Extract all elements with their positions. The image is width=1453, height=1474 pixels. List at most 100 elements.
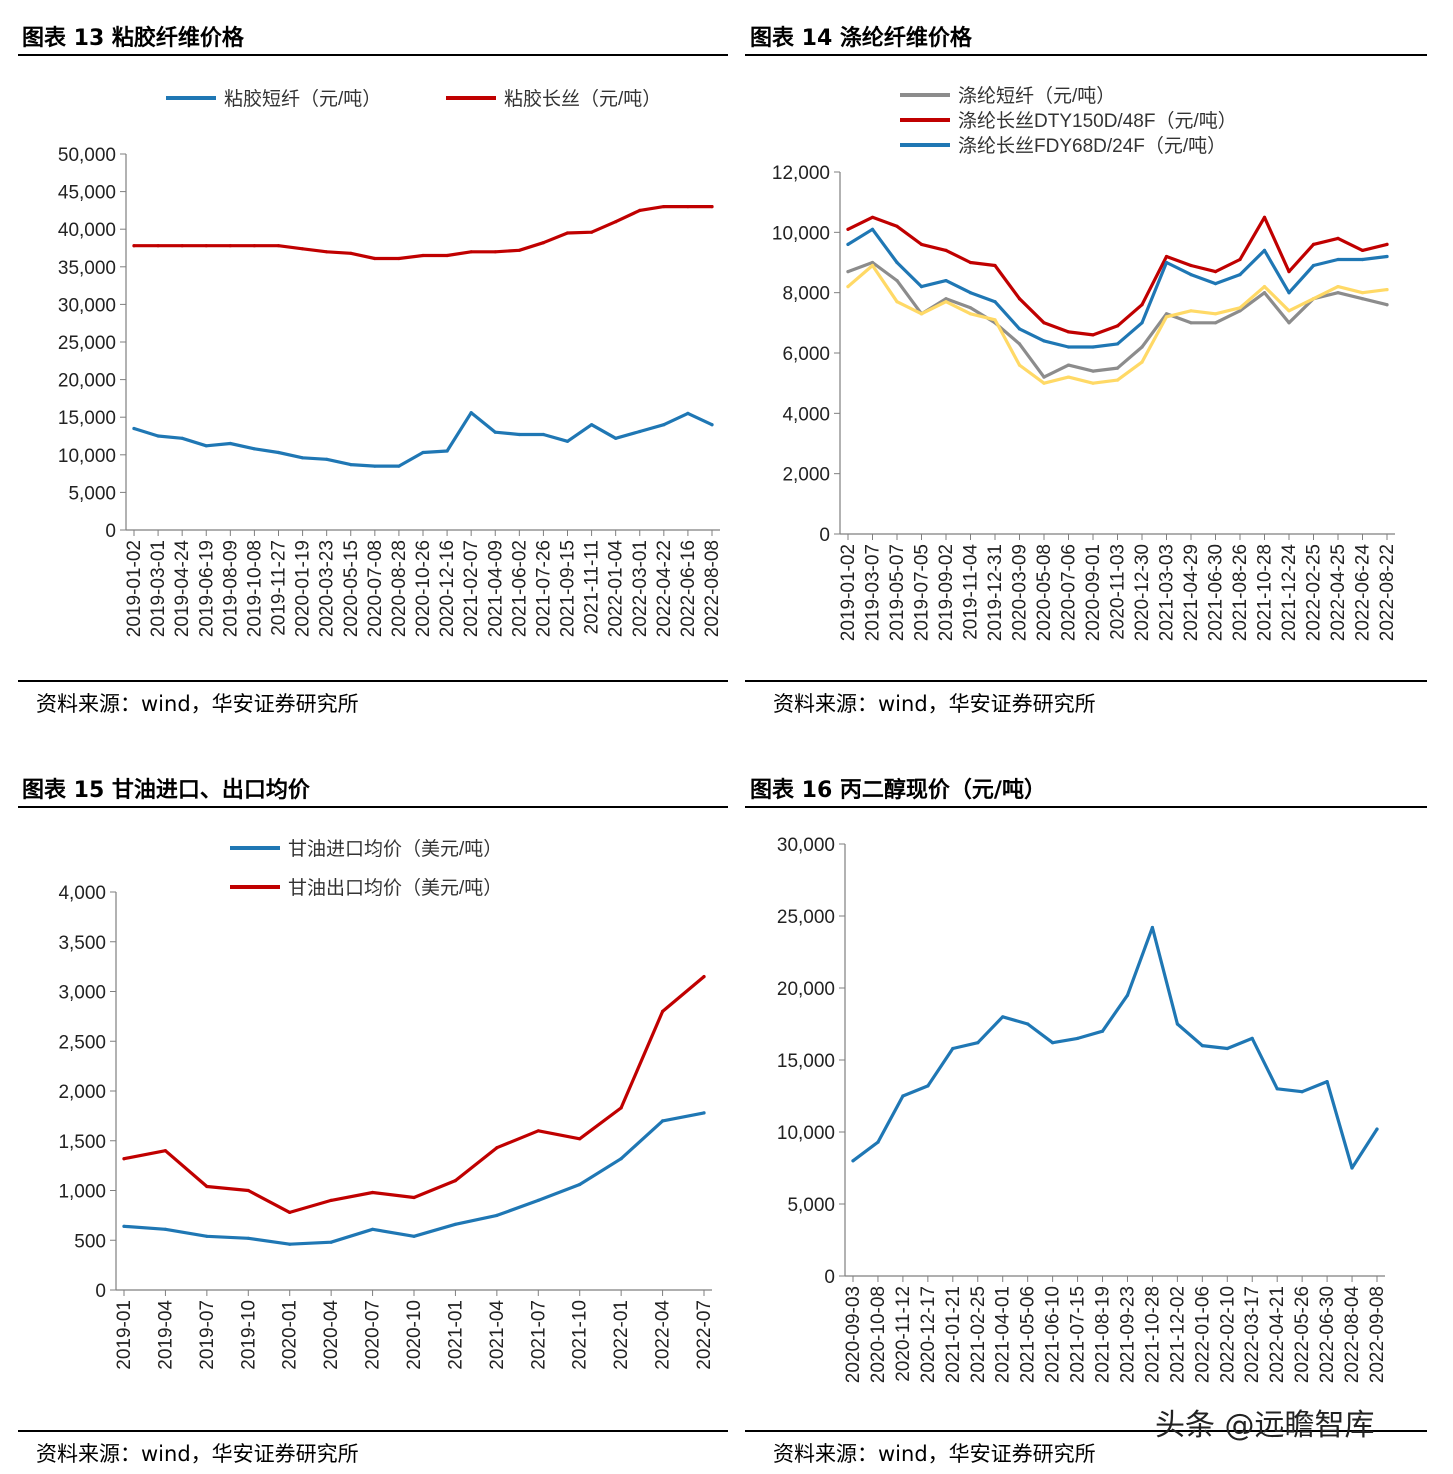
data-point — [349, 251, 353, 255]
x-tick-label: 2021-07 — [528, 1300, 549, 1370]
data-point — [578, 1182, 582, 1187]
x-tick-label: 2020-11-12 — [893, 1286, 914, 1382]
data-point — [565, 439, 570, 443]
data-point — [870, 227, 875, 231]
data-point — [163, 1227, 167, 1231]
data-point — [1076, 1036, 1080, 1040]
data-point — [851, 1159, 855, 1163]
data-point — [1164, 254, 1169, 259]
x-tick-label: 2020-12-16 — [437, 540, 458, 637]
data-point — [1238, 273, 1242, 277]
data-point — [493, 430, 497, 434]
legend-label: 粘胶长丝（元/吨） — [504, 88, 661, 110]
x-tick-label: 2020-04 — [321, 1300, 342, 1370]
data-point — [228, 244, 232, 248]
x-tick-label: 2021-04-29 — [1181, 544, 1202, 641]
data-point — [901, 1094, 905, 1098]
data-point — [246, 1188, 250, 1193]
data-point — [968, 306, 973, 310]
data-point — [870, 260, 875, 265]
data-point — [619, 1157, 623, 1161]
x-tick-label: 2022-04-25 — [1328, 544, 1349, 641]
data-point — [204, 244, 208, 248]
data-point — [517, 432, 521, 437]
data-point — [1275, 1087, 1279, 1091]
data-point — [122, 1224, 126, 1228]
data-point — [205, 1184, 209, 1189]
x-tick-label: 2021-10-28 — [1255, 544, 1276, 641]
data-point — [1091, 381, 1095, 385]
data-point — [1164, 315, 1169, 319]
x-tick-label: 2021-08-26 — [1230, 544, 1251, 641]
x-tick-label: 2021-11-11 — [582, 540, 603, 634]
x-tick-label: 2021-03-03 — [1157, 544, 1178, 641]
legend-label: 涤纶短纤（元/吨） — [958, 85, 1115, 107]
chart16-source: 资料来源：wind，华安证券研究所 — [773, 1442, 1096, 1466]
y-tick-label: 25,000 — [777, 907, 835, 928]
data-point — [895, 224, 899, 228]
x-tick-label: 2020-01-19 — [293, 540, 314, 637]
y-tick-label: 500 — [74, 1231, 106, 1252]
x-tick-label: 2021-06-10 — [1043, 1286, 1064, 1383]
data-point — [1287, 321, 1291, 325]
x-tick-label: 2021-02-07 — [461, 540, 482, 637]
x-tick-label: 2020-03-09 — [1010, 544, 1031, 641]
data-point — [1091, 345, 1095, 349]
data-point — [288, 1210, 292, 1214]
x-tick-label: 2021-01 — [445, 1300, 466, 1370]
data-point — [1238, 257, 1242, 262]
x-tick-label: 2020-03-23 — [317, 540, 338, 637]
legend-label: 甘油进口均价（美元/吨） — [288, 838, 502, 860]
y-tick-label: 25,000 — [58, 333, 116, 354]
x-tick-label: 2022-04-21 — [1267, 1286, 1288, 1383]
chart16-title-rule — [745, 806, 1427, 808]
data-point — [1360, 248, 1365, 252]
series-line-1 — [132, 205, 714, 261]
data-point — [246, 1236, 250, 1240]
data-point — [1311, 263, 1316, 268]
data-point — [1017, 363, 1022, 367]
data-point — [1017, 342, 1022, 346]
data-point — [565, 231, 570, 235]
x-tick-label: 2020-10 — [404, 1300, 425, 1370]
x-tick-label: 2021-04-01 — [993, 1286, 1014, 1383]
x-tick-label: 2020-07 — [363, 1300, 384, 1370]
data-point — [1262, 291, 1267, 295]
chart15-title: 图表 15 甘油进口、出口均价 — [22, 778, 310, 803]
data-point — [710, 423, 714, 427]
y-tick-label: 2,000 — [782, 465, 830, 486]
data-point — [895, 300, 899, 304]
data-point — [614, 436, 618, 440]
data-point — [1375, 1127, 1379, 1131]
chart15-plot: 0 500 1,000 1,500 2,000 2,500 3,000 3,500 4,000 2… — [58, 838, 715, 1370]
data-point — [1300, 1090, 1304, 1094]
x-tick-label: 2022-08-04 — [1342, 1286, 1363, 1384]
data-point — [469, 250, 473, 254]
data-point — [1140, 321, 1144, 325]
x-tick-label: 2020-01 — [280, 1300, 301, 1370]
chart13-source: 资料来源：wind，华安证券研究所 — [36, 692, 359, 716]
y-tick-label: 3,500 — [58, 933, 106, 954]
y-tick-label: 50,000 — [58, 145, 116, 166]
data-point — [325, 457, 329, 461]
data-point — [1200, 1044, 1204, 1048]
data-point — [638, 429, 642, 434]
y-tick-label: 1,000 — [58, 1182, 106, 1203]
data-point — [578, 1137, 582, 1141]
x-tick-label: 2019-01-02 — [124, 540, 145, 637]
x-tick-label: 2020-11-03 — [1108, 544, 1129, 640]
chart16-title: 图表 16 丙二醇现价（元/吨） — [750, 778, 1046, 803]
data-point — [1287, 309, 1291, 313]
watermark: 头条 @远瞻智库 — [1155, 1408, 1375, 1443]
x-tick-label: 2019-10-08 — [244, 540, 265, 637]
x-tick-label: 2019-05-07 — [887, 544, 908, 641]
y-tick-label: 8,000 — [782, 284, 830, 305]
data-point — [276, 450, 281, 455]
x-tick-label: 2022-02-25 — [1304, 544, 1325, 641]
data-point — [493, 250, 497, 254]
chart13-source-rule — [18, 680, 728, 682]
data-point — [846, 242, 850, 246]
data-point — [1262, 285, 1267, 289]
y-tick-label: 40,000 — [58, 220, 116, 241]
data-point — [421, 253, 425, 258]
